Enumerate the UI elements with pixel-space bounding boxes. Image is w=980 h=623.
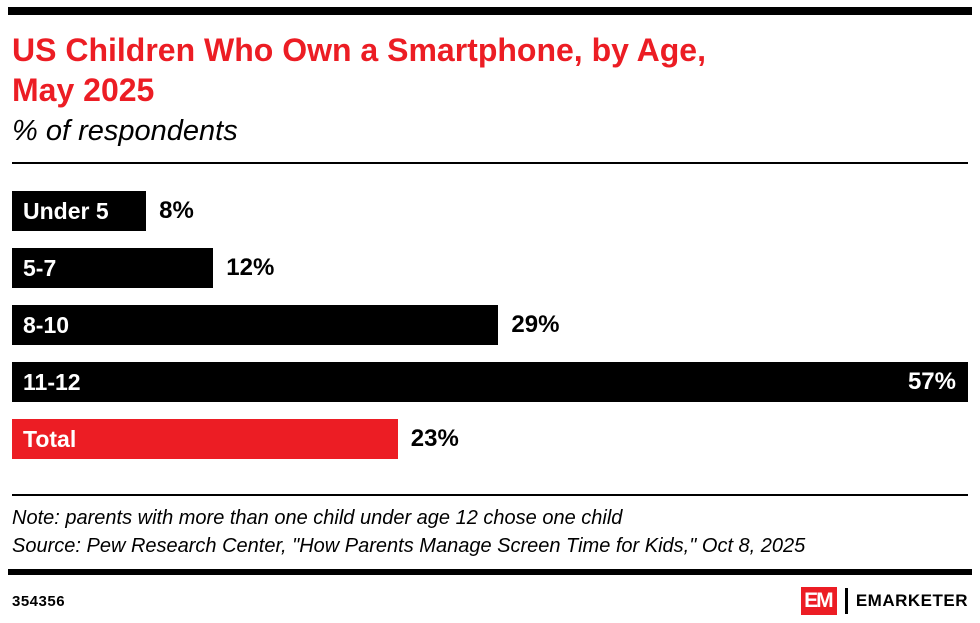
bottom-divider [8, 569, 972, 576]
bar-8-10: 8-10 [12, 305, 499, 345]
chart-content: US Children Who Own a Smartphone, by Age… [8, 30, 972, 560]
bar-chart: Under 5 8% 5-7 12% 8-10 29% 11-12 57% Total 23% [12, 191, 968, 459]
emarketer-wordmark: EMARKETER [855, 591, 968, 611]
bar-5-7: 5-7 [12, 248, 214, 288]
bar-row: 5-7 12% [12, 248, 968, 288]
footer: 354356 EM EMARKETER [8, 587, 972, 616]
footnotes: Note: parents with more than one child u… [12, 505, 968, 560]
bar-category-label: 8-10 [23, 311, 70, 338]
logo-divider [844, 588, 848, 615]
bar-under-5: Under 5 [12, 191, 147, 231]
bar-category-label: Total [23, 425, 77, 452]
chart-subtitle: % of respondents [12, 115, 238, 147]
bar-category-label: 11-12 [23, 368, 81, 395]
bar-category-label: 5-7 [23, 254, 57, 281]
bar-value-label: 23% [410, 425, 459, 452]
top-divider [8, 7, 972, 15]
header-divider [12, 162, 968, 164]
bar-category-label: Under 5 [23, 197, 109, 224]
chart-id: 354356 [12, 592, 66, 610]
note-line: Note: parents with more than one child u… [12, 507, 623, 529]
emarketer-logo: EM EMARKETER [800, 587, 968, 616]
notes-divider [12, 494, 968, 496]
bar-row: 8-10 29% [12, 305, 968, 345]
bar-row: 11-12 57% [12, 362, 968, 402]
chart-title: US Children Who Own a Smartphone, by Age… [12, 32, 706, 108]
bar-value-label: 57% [907, 368, 956, 395]
bar-value-label: 8% [159, 197, 194, 224]
emarketer-monogram-icon: EM [800, 587, 837, 616]
bar-value-label: 12% [226, 254, 275, 281]
source-line: Source: Pew Research Center, "How Parent… [12, 534, 806, 557]
bar-total: Total [12, 419, 398, 459]
bar-row: Under 5 8% [12, 191, 968, 231]
bar-value-label: 29% [511, 311, 560, 338]
bar-row: Total 23% [12, 419, 968, 459]
bar-11-12: 11-12 57% [12, 362, 968, 402]
